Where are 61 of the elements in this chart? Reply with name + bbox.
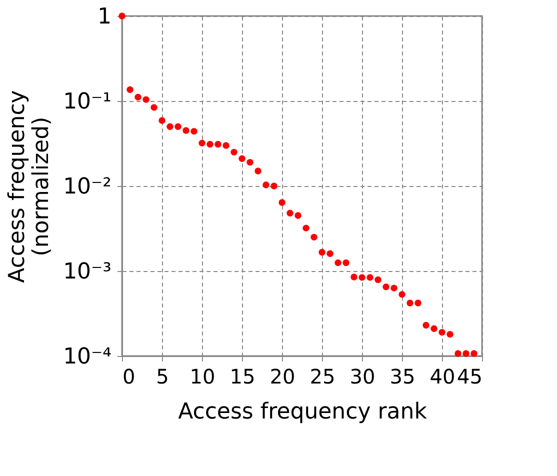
point — [238, 155, 246, 162]
y-tick-label: 10⁻² — [63, 174, 112, 200]
point — [406, 300, 414, 306]
point — [166, 123, 174, 130]
point — [174, 123, 182, 130]
point — [254, 168, 262, 174]
point — [182, 127, 190, 134]
point — [342, 259, 350, 266]
y-tick-label: 10⁻⁴ — [63, 344, 112, 370]
point — [382, 284, 390, 290]
point — [134, 94, 142, 100]
point — [294, 212, 302, 219]
point — [334, 259, 342, 266]
point — [310, 234, 318, 241]
point — [430, 325, 438, 332]
point — [190, 128, 198, 135]
point — [438, 328, 446, 336]
point — [374, 276, 382, 284]
point — [270, 182, 278, 190]
point — [414, 300, 422, 306]
x-tick-label: 25 — [310, 364, 336, 388]
point — [126, 86, 134, 93]
point — [286, 210, 294, 216]
point — [262, 182, 270, 188]
point — [246, 158, 254, 166]
point — [446, 330, 454, 338]
x-axis-title: Access frequency rank — [178, 400, 428, 424]
y-tick-label: 10⁻¹ — [63, 90, 112, 114]
point — [142, 96, 150, 103]
x-tick-label: 45 — [457, 364, 482, 388]
point — [158, 117, 166, 124]
point — [350, 274, 358, 280]
y-tick-label: 10⁻³ — [63, 260, 112, 284]
y-axis-title: Access frequency (normalized) — [5, 90, 54, 283]
point — [206, 140, 214, 148]
point — [390, 284, 398, 292]
y-tick-label: 1 — [98, 4, 112, 30]
point — [318, 248, 326, 256]
point — [470, 350, 478, 357]
point — [358, 274, 366, 281]
point — [230, 148, 238, 156]
point — [454, 350, 462, 357]
point — [422, 322, 430, 329]
x-tick-label: 15 — [230, 364, 256, 388]
x-tick-label: 10 — [190, 364, 216, 388]
point — [366, 274, 374, 281]
x-tick-label: 20 — [270, 364, 296, 388]
x-tick-label: 5 — [156, 364, 169, 388]
point — [198, 140, 206, 146]
point — [326, 250, 334, 257]
x-tick-label: 40 — [430, 364, 456, 388]
point — [222, 142, 230, 149]
point — [302, 224, 310, 232]
point — [462, 350, 470, 357]
point — [150, 104, 158, 111]
point — [278, 199, 286, 206]
x-tick-label: 35 — [390, 364, 416, 388]
x-tick-label: 0 — [122, 364, 136, 388]
point — [214, 140, 222, 148]
point — [398, 291, 406, 298]
x-tick-label: 30 — [350, 364, 376, 388]
